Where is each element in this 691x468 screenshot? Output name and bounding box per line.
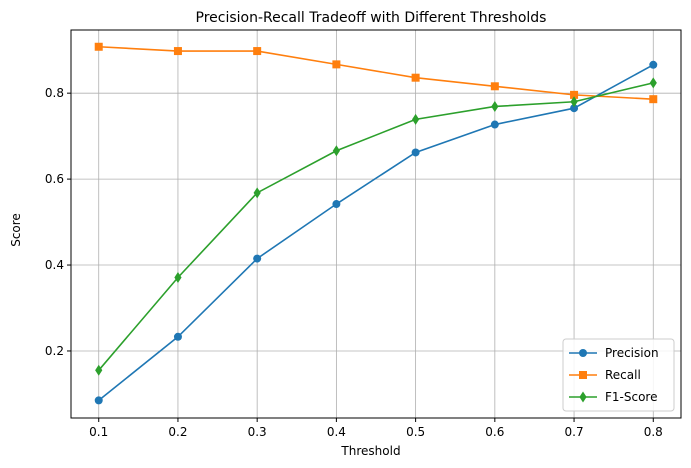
legend-precision-marker (579, 349, 587, 357)
recall-point (332, 60, 341, 69)
recall-point (173, 47, 182, 56)
axis-ticks: 0.1 0.2 0.3 0.4 0.5 0.6 0.7 0.8 0.2 0.4 0.6 0.8 (45, 86, 663, 439)
x-tick-label: 0.6 (485, 425, 504, 439)
f1-score-line (98, 82, 654, 371)
chart-title: Precision-Recall Tradeoff with Different… (196, 10, 547, 26)
precision-point (253, 254, 262, 263)
y-tick-label: 0.6 (45, 172, 64, 186)
y-tick-label: 0.4 (45, 258, 64, 272)
x-tick-label: 0.8 (644, 425, 663, 439)
x-tick-label: 0.5 (406, 425, 425, 439)
x-tick-label: 0.7 (565, 425, 584, 439)
recall-point (649, 95, 658, 104)
recall-point (570, 90, 579, 99)
f1-score-point (570, 96, 578, 108)
legend-precision-label: Precision (605, 346, 659, 360)
recall-point (490, 82, 499, 91)
plot-frame (70, 29, 682, 419)
plot-series (94, 42, 658, 405)
f1-score-point (491, 100, 499, 112)
legend: Precision Recall F1-Score (562, 338, 675, 412)
f1-score-point (649, 77, 657, 89)
f1-score-point (332, 145, 340, 157)
x-tick-label: 0.3 (248, 425, 267, 439)
recall-point (253, 47, 262, 56)
precision-line (98, 64, 654, 402)
recall-point (411, 73, 420, 82)
legend-recall-label: Recall (605, 368, 641, 382)
legend-f1-score-label: F1-Score (605, 390, 657, 404)
precision-point (411, 148, 420, 157)
y-tick-label: 0.2 (45, 344, 64, 358)
precision-point (490, 120, 499, 129)
f1-score-point (95, 364, 103, 376)
f1-score-point (174, 271, 182, 283)
x-tick-label: 0.4 (327, 425, 346, 439)
y-axis-label: Score (9, 213, 23, 247)
precision-point (94, 396, 103, 405)
x-tick-label: 0.1 (89, 425, 108, 439)
recall-line (98, 45, 654, 100)
precision-point (649, 60, 658, 69)
x-axis-label: Threshold (340, 444, 400, 458)
legend-recall-marker (579, 371, 587, 379)
legend-box (562, 338, 675, 412)
legend-f1-score-marker (579, 391, 587, 403)
precision-point (332, 200, 341, 209)
recall-point (94, 42, 103, 51)
precision-point (570, 104, 579, 113)
precision-point (173, 332, 182, 341)
f1-score-point (253, 187, 261, 199)
y-tick-label: 0.8 (45, 86, 64, 100)
x-tick-label: 0.2 (168, 425, 187, 439)
f1-score-point (412, 113, 420, 125)
